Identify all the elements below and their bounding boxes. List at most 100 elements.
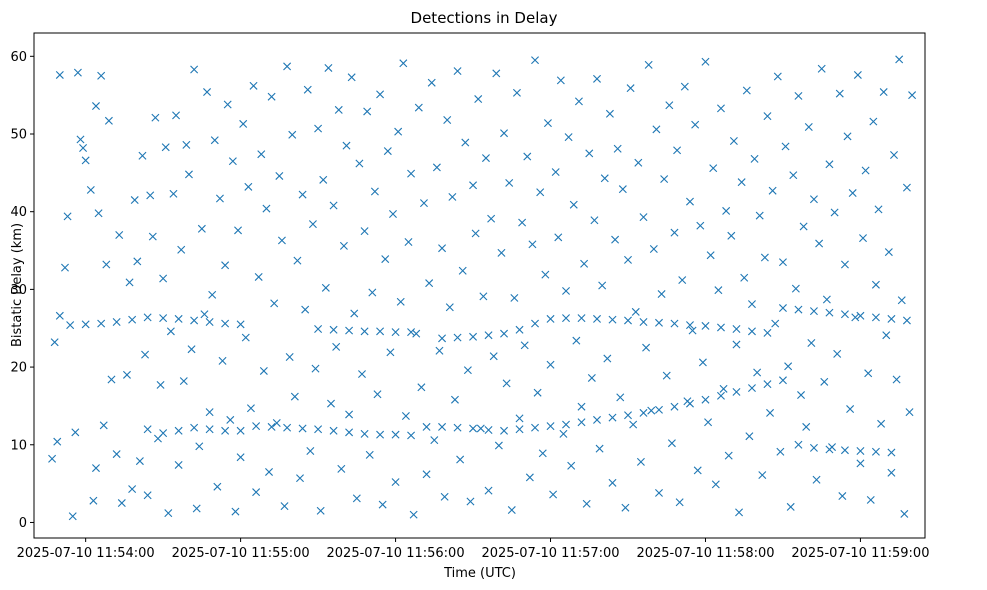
data-point [399, 59, 408, 68]
data-point [518, 218, 527, 227]
data-point [884, 248, 893, 257]
data-point [419, 199, 428, 208]
data-point [683, 397, 692, 406]
data-point [742, 86, 751, 95]
data-point [438, 422, 447, 431]
data-point [265, 467, 274, 476]
data-point [655, 488, 663, 497]
data-point [161, 143, 170, 152]
data-point [655, 405, 663, 414]
data-point [383, 147, 392, 156]
data-point [166, 327, 175, 336]
data-point [562, 286, 571, 295]
data-point [551, 168, 560, 177]
data-point [593, 415, 601, 424]
data-point [631, 307, 640, 316]
data-point [79, 143, 88, 152]
data-point [391, 478, 400, 487]
data-point [293, 256, 302, 265]
x-tick-label: 2025-07-10 11:54:00 [17, 546, 155, 561]
data-point [626, 84, 635, 93]
data-point [244, 182, 253, 191]
data-point [339, 241, 348, 250]
data-point [621, 503, 630, 512]
data-point [231, 507, 240, 516]
data-point [288, 130, 297, 139]
data-point [879, 88, 888, 97]
data-point [159, 274, 168, 283]
data-point [603, 354, 612, 363]
y-axis: 0 10 20 30 40 50 60 [10, 50, 34, 531]
data-point [608, 315, 617, 324]
data-point [345, 326, 354, 335]
data-point [443, 116, 452, 125]
data-point [298, 424, 307, 433]
data-point [624, 411, 632, 420]
data-point [897, 296, 906, 305]
data-point [835, 89, 844, 98]
data-point [138, 151, 147, 160]
data-point [368, 288, 377, 297]
data-point [71, 428, 80, 437]
data-point [716, 104, 725, 113]
data-point [871, 280, 880, 289]
data-point [104, 116, 113, 125]
data-point [616, 393, 625, 402]
data-point [469, 181, 478, 190]
data-point [128, 485, 137, 494]
data-point [272, 419, 281, 428]
data-point [577, 402, 586, 411]
data-point [905, 408, 914, 417]
data-point [177, 245, 186, 254]
data-point [642, 343, 651, 352]
data-point [438, 244, 447, 253]
data-point [564, 133, 573, 142]
data-point [283, 423, 292, 432]
data-point [887, 468, 896, 477]
data-point [226, 415, 235, 424]
data-point [760, 253, 769, 262]
data-point [776, 447, 785, 456]
chart-title: Detections in Delay [411, 9, 558, 27]
data-point [236, 453, 245, 462]
data-point [438, 334, 447, 343]
data-point [572, 336, 581, 345]
data-point [667, 439, 676, 448]
data-point [241, 333, 250, 342]
data-point [453, 333, 462, 342]
data-point [531, 423, 540, 432]
data-point [205, 425, 214, 434]
data-point [141, 350, 150, 359]
data-point [128, 315, 137, 324]
data-point [577, 418, 586, 427]
data-point [500, 426, 509, 435]
data-point [587, 373, 596, 382]
data-point [197, 224, 206, 233]
data-point [809, 443, 818, 452]
data-point [639, 213, 648, 222]
data-point [435, 346, 444, 355]
data-point [750, 154, 759, 163]
data-point [809, 307, 818, 316]
data-point [365, 450, 374, 459]
data-point [753, 368, 762, 377]
data-point [507, 506, 516, 515]
data-point [740, 273, 749, 282]
data-point [283, 62, 292, 71]
data-point [647, 406, 656, 415]
data-point [673, 146, 682, 155]
data-point [314, 425, 323, 434]
data-point [492, 69, 501, 78]
data-point [735, 508, 744, 517]
data-point [678, 276, 687, 285]
data-point [489, 352, 498, 361]
data-point [871, 447, 880, 456]
data-point [301, 305, 310, 314]
data-point [99, 421, 108, 430]
y-tick-label: 0 [19, 516, 27, 531]
data-point [706, 251, 715, 260]
data-point [391, 328, 400, 337]
data-point [685, 321, 694, 330]
data-point [143, 313, 152, 322]
data-point [440, 492, 449, 501]
